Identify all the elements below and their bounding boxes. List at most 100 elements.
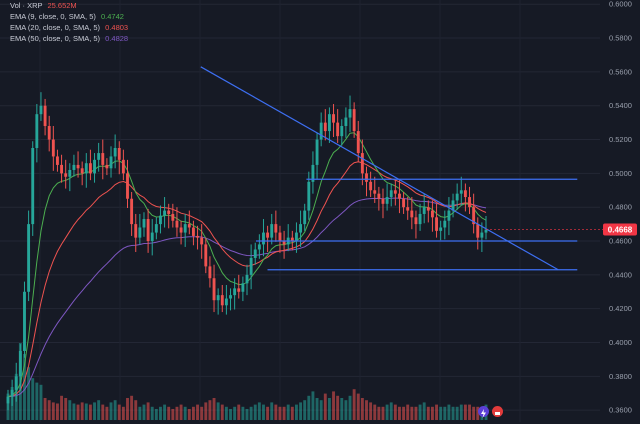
y-tick-label: 0.5200 xyxy=(609,135,632,144)
legend-vol[interactable]: Vol · XRP 25.652M xyxy=(10,0,128,11)
candle-body xyxy=(88,163,92,174)
candle-body xyxy=(68,169,72,177)
candle-body xyxy=(183,224,187,233)
flag-icon[interactable] xyxy=(492,406,503,417)
legend-ema50[interactable]: EMA (50, close, 0, SMA, 5) 0.4828 xyxy=(10,33,128,44)
legend-ema20-label: EMA (20, close, 0, SMA, 5) xyxy=(10,23,101,32)
y-tick-label: 0.4800 xyxy=(609,203,632,212)
volume-bar xyxy=(274,404,278,420)
volume-bar xyxy=(146,402,150,420)
trendlines[interactable] xyxy=(200,66,603,271)
legend-vol-label: Vol · XRP xyxy=(10,1,43,10)
volume-bar xyxy=(56,403,59,420)
volume-bar xyxy=(35,382,39,420)
candle-body xyxy=(480,232,484,238)
volume-bar xyxy=(418,404,422,420)
candle-body xyxy=(220,295,224,306)
candle-body xyxy=(121,159,125,174)
volume-bar xyxy=(303,400,307,420)
volume-bar xyxy=(39,384,43,420)
y-tick-label: 0.5600 xyxy=(609,67,632,76)
volume-bar xyxy=(463,404,467,420)
candle-body xyxy=(447,210,451,221)
candle-body xyxy=(200,237,204,245)
candle-body xyxy=(295,232,298,242)
candle-body xyxy=(352,109,356,132)
candle-body xyxy=(459,190,463,194)
candle-body xyxy=(253,249,257,258)
volume-bar xyxy=(233,406,237,420)
candle-body xyxy=(109,156,113,169)
candle-body xyxy=(233,288,237,296)
candle-body xyxy=(393,190,397,194)
volume-bar xyxy=(389,402,393,420)
candle-body xyxy=(245,274,249,284)
volume-bar xyxy=(439,406,443,420)
candle-body xyxy=(43,105,47,127)
volume-bar xyxy=(60,395,64,420)
volume-bar xyxy=(76,404,80,420)
candle-body xyxy=(406,207,410,211)
candle-body xyxy=(389,190,393,198)
volume-bar xyxy=(204,402,208,420)
price-badge-label: 0.4668 xyxy=(608,226,633,235)
candle-body xyxy=(377,193,381,199)
candle-body xyxy=(154,224,158,233)
candle-body xyxy=(385,197,389,204)
volume-bar xyxy=(385,404,389,420)
legend-ema20-value: 0.4803 xyxy=(105,23,129,32)
legend-ema9[interactable]: EMA (9, close, 0, SMA, 5) 0.4742 xyxy=(10,11,128,22)
volume-bar xyxy=(224,406,228,420)
volume-bar xyxy=(360,398,364,420)
volume-bar xyxy=(101,404,105,420)
y-tick-label: 0.3800 xyxy=(609,372,632,381)
ema9-path xyxy=(7,132,487,398)
y-tick-label: 0.4600 xyxy=(609,237,632,246)
volume-bar xyxy=(398,406,401,420)
indicator-legend: Vol · XRP 25.652M EMA (9, close, 0, SMA,… xyxy=(10,0,128,44)
volume-bar xyxy=(171,409,175,420)
volume-bar xyxy=(229,409,232,420)
volume-bar xyxy=(93,402,96,420)
candle-body xyxy=(204,244,208,267)
candle-body xyxy=(262,232,265,245)
volume-bar xyxy=(311,391,315,420)
volume-bar xyxy=(121,406,125,420)
volume-bar xyxy=(84,403,88,420)
candle-body xyxy=(196,235,199,238)
y-tick-label: 0.4400 xyxy=(609,270,632,279)
lightning-icon[interactable] xyxy=(478,406,489,418)
candle-body xyxy=(290,237,294,242)
volume-bar xyxy=(179,404,183,420)
volume-bar xyxy=(154,409,158,420)
volume-bar xyxy=(200,406,204,420)
candle-body xyxy=(187,224,191,228)
volume-bar xyxy=(270,402,274,420)
candle-body xyxy=(307,181,311,211)
volume-bar xyxy=(187,409,191,420)
candle-body xyxy=(270,224,274,238)
grid xyxy=(0,0,600,422)
candle-body xyxy=(484,229,488,233)
volume-bar xyxy=(443,406,447,420)
volume-bar xyxy=(373,404,377,420)
volume-bar xyxy=(257,402,261,420)
volume-bar xyxy=(109,402,113,420)
volume-bar xyxy=(27,367,31,420)
candle-body xyxy=(348,109,352,118)
legend-ema20[interactable]: EMA (20, close, 0, SMA, 5) 0.4803 xyxy=(10,22,128,33)
y-tick-label: 0.5400 xyxy=(609,101,632,110)
y-tick-label: 0.6000 xyxy=(609,0,632,9)
volume-bar xyxy=(31,378,35,420)
candle-body xyxy=(311,164,315,182)
volume-bar xyxy=(216,402,220,420)
volume-bar xyxy=(167,406,171,420)
candle-body xyxy=(56,156,59,165)
volume-bar xyxy=(295,404,298,420)
candle-body xyxy=(97,153,101,160)
volume-bar xyxy=(175,406,179,420)
volume-bar xyxy=(319,400,323,420)
volume-bar xyxy=(286,404,290,420)
candle-body xyxy=(282,241,286,245)
